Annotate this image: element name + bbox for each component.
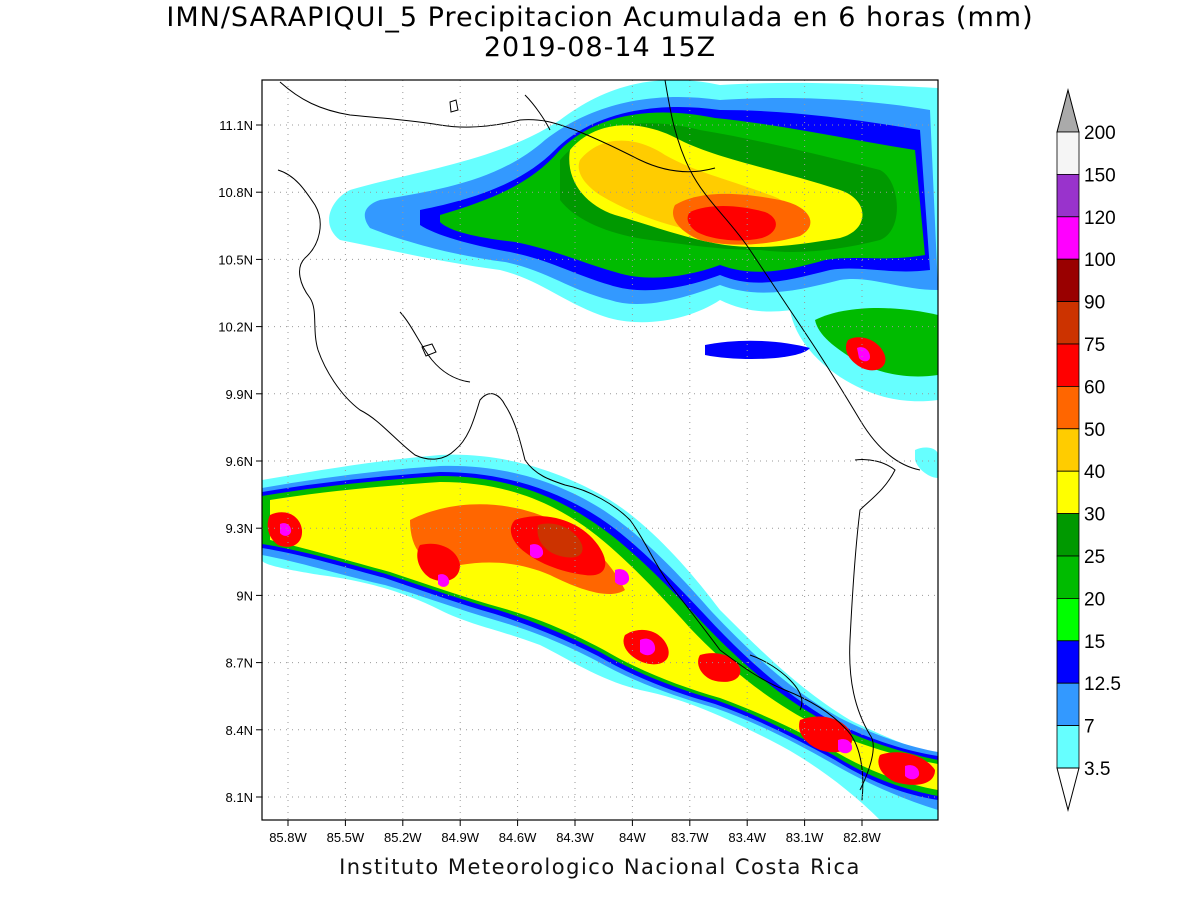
lon-tick-label: 82.8W bbox=[843, 830, 881, 845]
precip-magenta-d bbox=[838, 739, 853, 754]
lon-tick-label: 84W bbox=[619, 830, 646, 845]
colorbar-label: 150 bbox=[1084, 165, 1116, 186]
colorbar-swatch bbox=[1056, 131, 1080, 175]
colorbar-label: 3.5 bbox=[1084, 759, 1110, 780]
colorbar-label: 120 bbox=[1084, 208, 1116, 229]
colorbar-lower-arrow bbox=[1056, 767, 1080, 812]
lat-tick-label: 8.4N bbox=[226, 723, 253, 738]
lat-tick-label: 11.1N bbox=[219, 118, 253, 133]
precip-magenta-f bbox=[438, 574, 450, 587]
colorbar-swatch bbox=[1056, 513, 1080, 557]
colorbar-label: 20 bbox=[1084, 589, 1105, 610]
colorbar-swatch bbox=[1056, 598, 1080, 642]
longitude-axis: 85.8W 85.5W 85.2W 84.9W 84.6W 84.3W 84W 83.7W 83… bbox=[269, 820, 882, 845]
colorbar-label: 50 bbox=[1084, 420, 1105, 441]
colorbar-label: 200 bbox=[1084, 123, 1116, 144]
lon-tick-label: 85.5W bbox=[327, 830, 365, 845]
osa-peninsula bbox=[749, 654, 803, 711]
precip-south-red-c bbox=[698, 653, 741, 682]
precipitation-field bbox=[262, 80, 938, 820]
colorbar-label: 75 bbox=[1084, 335, 1105, 356]
colorbar-swatch bbox=[1056, 216, 1080, 260]
colorbar-swatch bbox=[1056, 640, 1080, 684]
colorbar-label: 25 bbox=[1084, 547, 1105, 568]
border-nicaragua-costa-rica bbox=[279, 81, 716, 173]
colorbar-label: 12.5 bbox=[1084, 674, 1121, 695]
precip-ne-green bbox=[815, 308, 938, 377]
lat-tick-label: 10.8N bbox=[218, 185, 253, 200]
caribbean-coast bbox=[664, 80, 921, 471]
precip-south-darkred bbox=[537, 523, 583, 558]
precip-strip-blue bbox=[705, 340, 810, 360]
lon-tick-label: 84.9W bbox=[441, 830, 479, 845]
lat-tick-label: 10.2N bbox=[218, 320, 253, 335]
precip-magenta-a bbox=[640, 638, 656, 656]
border-panama bbox=[849, 459, 896, 791]
island-nicaragua-lake bbox=[449, 99, 459, 113]
lat-tick-label: 8.1N bbox=[226, 790, 253, 805]
pacific-coast-nicoya bbox=[277, 169, 864, 801]
colorbar-swatch bbox=[1056, 258, 1080, 303]
latitude-axis: 11.1N 10.8N 10.5N 10.2N 9.9N 9.6N 9.3N 9N 8.7N 8.… bbox=[218, 118, 262, 805]
colorbar-label: 30 bbox=[1084, 505, 1105, 526]
lat-tick-label: 9N bbox=[236, 588, 253, 603]
precip-magenta-b bbox=[615, 569, 630, 586]
colorbar-upper-arrow bbox=[1056, 88, 1080, 133]
plot-frame bbox=[261, 79, 939, 821]
footer-credit: Instituto Meteorologico Nacional Costa R… bbox=[339, 855, 861, 879]
colorbar-swatch bbox=[1056, 555, 1080, 599]
colorbar-label: 100 bbox=[1084, 250, 1116, 271]
precip-ne-magenta bbox=[857, 347, 870, 362]
colorbar-swatch bbox=[1056, 428, 1080, 472]
coastline-outlines bbox=[277, 80, 921, 801]
lat-tick-label: 8.7N bbox=[226, 656, 253, 671]
lat-tick-label: 9.6N bbox=[226, 454, 253, 469]
colorbar-label: 90 bbox=[1084, 293, 1105, 314]
lat-tick-label: 10.5N bbox=[218, 252, 253, 267]
colorbar: 200 150 120 100 90 75 60 50 40 30 25 20 15 12.5 7 3.5 bbox=[1056, 88, 1121, 812]
precip-east-cyan bbox=[915, 447, 938, 478]
gulf-of-nicoya bbox=[399, 311, 471, 383]
lon-tick-label: 83.1W bbox=[786, 830, 824, 845]
island-small bbox=[421, 343, 437, 357]
colorbar-swatch bbox=[1056, 470, 1080, 515]
lon-tick-label: 83.4W bbox=[728, 830, 766, 845]
colorbar-label: 60 bbox=[1084, 377, 1105, 398]
precip-magenta-g bbox=[280, 523, 292, 536]
colorbar-swatch bbox=[1056, 385, 1080, 430]
lon-tick-label: 83.7W bbox=[671, 830, 709, 845]
bay-north bbox=[524, 94, 551, 131]
lat-tick-label: 9.3N bbox=[226, 521, 253, 536]
map-title: IMN/SARAPIQUI_5 Precipitacion Acumulada … bbox=[166, 2, 1034, 33]
colorbar-label: 7 bbox=[1084, 717, 1095, 738]
lon-tick-label: 84.3W bbox=[556, 830, 594, 845]
lon-tick-label: 85.8W bbox=[269, 830, 307, 845]
colorbar-swatch bbox=[1056, 682, 1080, 727]
colorbar-swatch bbox=[1056, 725, 1080, 769]
lon-tick-label: 85.2W bbox=[384, 830, 422, 845]
lat-tick-label: 9.9N bbox=[226, 387, 253, 402]
precip-south-red-g bbox=[417, 543, 460, 582]
colorbar-swatch bbox=[1056, 173, 1080, 218]
precip-magenta-c bbox=[530, 544, 544, 559]
colorbar-swatch bbox=[1056, 343, 1080, 387]
lon-tick-label: 84.6W bbox=[499, 830, 537, 845]
map-subtitle-datetime: 2019-08-14 15Z bbox=[483, 32, 717, 63]
colorbar-swatch bbox=[1056, 301, 1080, 345]
colorbar-label: 40 bbox=[1084, 462, 1105, 483]
precip-north-red bbox=[687, 205, 776, 241]
precip-magenta-e bbox=[905, 765, 920, 780]
colorbar-label: 15 bbox=[1084, 632, 1105, 653]
